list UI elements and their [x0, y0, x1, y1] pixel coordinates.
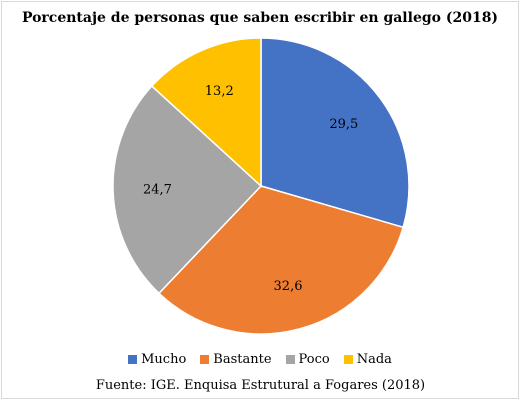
- pie-slice-mucho: [260, 37, 410, 229]
- source-note: Fuente: IGE. Enquisa Estrutural a Fogare…: [95, 378, 426, 393]
- chart-title: Porcentaje de personas que saben escribi…: [21, 10, 499, 26]
- data-label-bastante: 32,6: [274, 279, 303, 294]
- legend-swatch-bastante: [200, 355, 210, 364]
- legend-swatch-mucho: [128, 355, 138, 364]
- legend-swatch-nada: [343, 355, 353, 364]
- data-label-mucho: 29,5: [329, 117, 358, 132]
- legend-item-bastante: Bastante: [200, 352, 272, 367]
- pie-chart: 29,5 32,6 24,7 13,2: [112, 37, 410, 335]
- pie-slice-bastante: [157, 185, 405, 335]
- pie-slice-poco: [112, 84, 263, 295]
- data-label-poco: 24,7: [143, 183, 172, 198]
- legend-label-poco: Poco: [298, 352, 330, 367]
- pie-slice-nada: [150, 37, 262, 188]
- legend: Mucho Bastante Poco Nada: [2, 352, 518, 367]
- data-label-nada: 13,2: [205, 84, 234, 99]
- legend-label-bastante: Bastante: [213, 352, 272, 367]
- chart-frame: Porcentaje de personas que saben escribi…: [1, 1, 519, 399]
- legend-label-mucho: Mucho: [141, 352, 187, 367]
- legend-item-poco: Poco: [285, 352, 330, 367]
- legend-swatch-poco: [285, 355, 295, 364]
- legend-item-nada: Nada: [343, 352, 392, 367]
- legend-item-mucho: Mucho: [128, 352, 186, 367]
- legend-label-nada: Nada: [356, 352, 392, 367]
